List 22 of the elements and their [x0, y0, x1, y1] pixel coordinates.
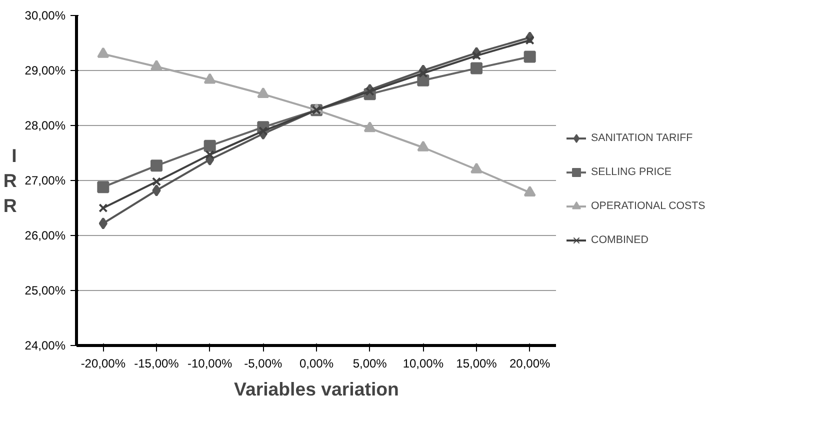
x-tick-label: -5,00%	[244, 356, 283, 370]
y-tick-label: 30,00%	[24, 8, 66, 22]
y-tick-label: 28,00%	[24, 118, 66, 132]
y-axis-title: IRR	[3, 144, 18, 216]
x-tick-label: -15,00%	[134, 356, 180, 370]
x-tick-label: -20,00%	[80, 356, 126, 370]
x-tick-label: 10,00%	[402, 356, 444, 370]
legend-label: SANITATION TARIFF	[591, 132, 693, 144]
legend-label: OPERATIONAL COSTS	[591, 200, 706, 212]
x-axis-title: Variables variation	[234, 378, 399, 400]
y-tick-label: 27,00%	[24, 174, 66, 188]
y-tick-label: 26,00%	[24, 228, 66, 242]
y-tick-label: 29,00%	[24, 64, 66, 78]
legend-label: SELLING PRICE	[591, 166, 672, 178]
y-tick-label: 24,00%	[24, 338, 66, 352]
y-tick-label: 25,00%	[24, 284, 66, 298]
x-tick-label: 15,00%	[456, 356, 498, 370]
x-tick-label: 0,00%	[299, 356, 334, 370]
x-tick-label: -10,00%	[187, 356, 233, 370]
legend-label: COMBINED	[591, 234, 648, 246]
x-tick-label: 20,00%	[509, 356, 551, 370]
x-tick-label: 5,00%	[352, 356, 388, 370]
